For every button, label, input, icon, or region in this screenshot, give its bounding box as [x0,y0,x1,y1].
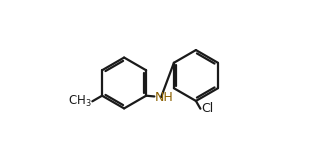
Text: Cl: Cl [201,102,213,115]
Text: CH$_3$: CH$_3$ [68,94,92,109]
Text: NH: NH [155,91,174,104]
